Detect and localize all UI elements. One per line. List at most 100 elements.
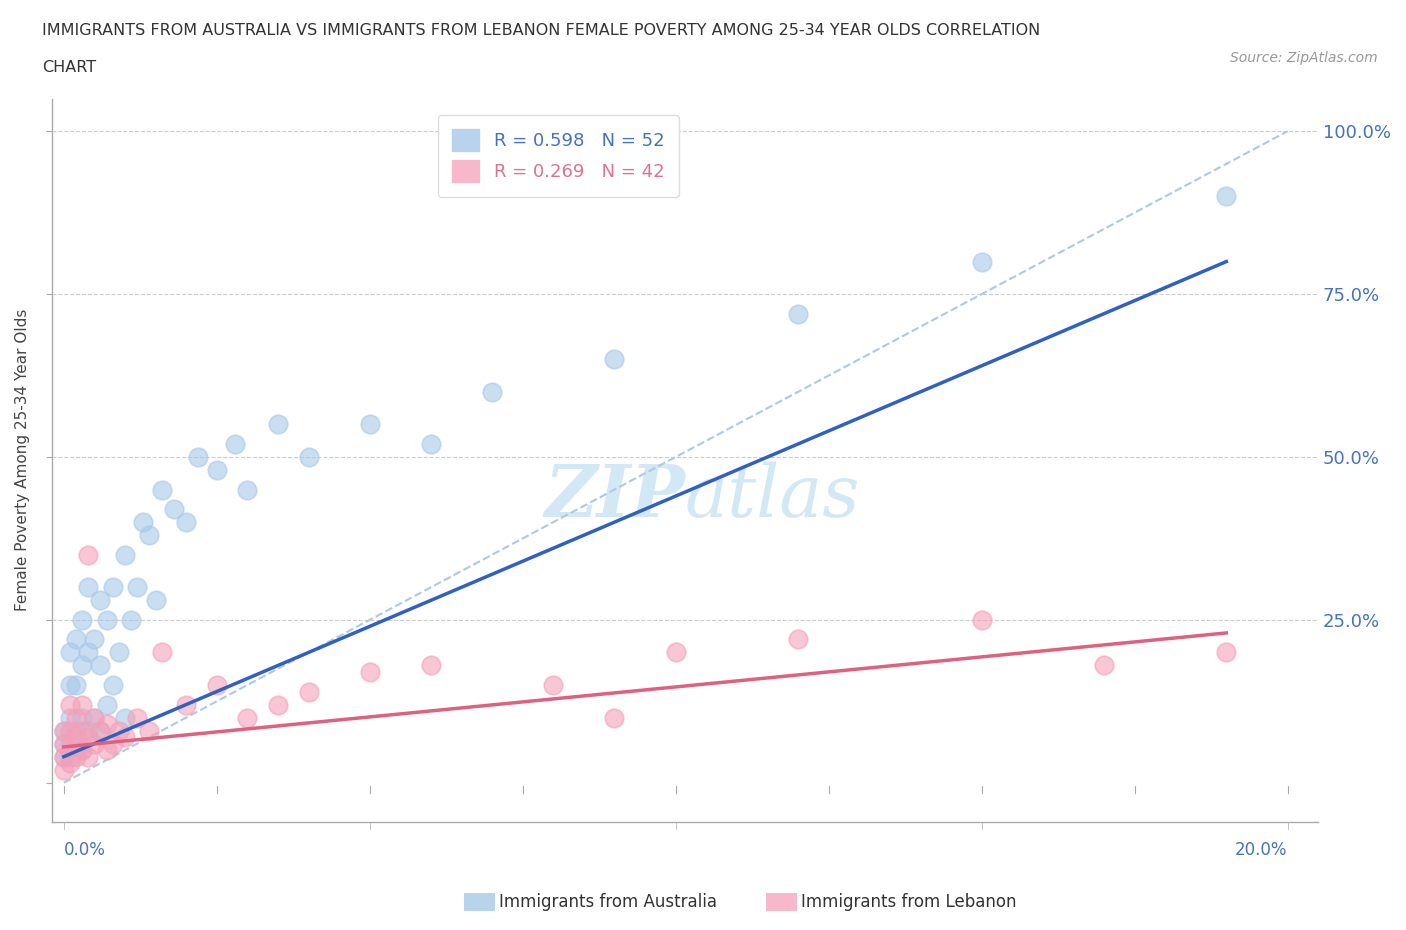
- Point: [65, 724, 87, 738]
- Text: 20.0%: 20.0%: [1234, 842, 1288, 859]
- Point: [603, 352, 626, 366]
- Point: [419, 436, 441, 451]
- Point: [59, 678, 82, 693]
- Point: [65, 750, 87, 764]
- Point: [138, 724, 160, 738]
- Point: [150, 645, 173, 660]
- Point: [70, 743, 93, 758]
- Point: [101, 678, 124, 693]
- Point: [297, 449, 319, 464]
- Point: [224, 436, 246, 451]
- Point: [77, 645, 100, 660]
- Point: [96, 717, 118, 732]
- Point: [65, 632, 87, 647]
- Text: Immigrants from Lebanon: Immigrants from Lebanon: [801, 893, 1017, 911]
- Point: [267, 417, 290, 432]
- Point: [787, 306, 810, 321]
- Point: [89, 724, 111, 738]
- Point: [89, 724, 111, 738]
- Point: [603, 711, 626, 725]
- Point: [96, 743, 118, 758]
- Point: [114, 730, 136, 745]
- Point: [59, 724, 82, 738]
- Point: [1215, 645, 1237, 660]
- Point: [96, 613, 118, 628]
- Point: [138, 527, 160, 542]
- Y-axis label: Female Poverty Among 25-34 Year Olds: Female Poverty Among 25-34 Year Olds: [15, 309, 30, 611]
- Point: [89, 658, 111, 673]
- Point: [127, 580, 149, 595]
- Point: [145, 593, 167, 608]
- Point: [108, 724, 131, 738]
- Point: [114, 711, 136, 725]
- Text: CHART: CHART: [42, 60, 96, 75]
- Point: [174, 514, 197, 529]
- Point: [59, 698, 82, 712]
- Point: [70, 724, 93, 738]
- Point: [52, 763, 75, 777]
- Point: [59, 756, 82, 771]
- Text: Immigrants from Australia: Immigrants from Australia: [499, 893, 717, 911]
- Point: [359, 665, 381, 680]
- Point: [52, 750, 75, 764]
- Point: [127, 711, 149, 725]
- Point: [187, 449, 209, 464]
- Point: [205, 678, 228, 693]
- Point: [77, 580, 100, 595]
- Point: [65, 730, 87, 745]
- Point: [1215, 189, 1237, 204]
- Text: IMMIGRANTS FROM AUSTRALIA VS IMMIGRANTS FROM LEBANON FEMALE POVERTY AMONG 25-34 : IMMIGRANTS FROM AUSTRALIA VS IMMIGRANTS …: [42, 23, 1040, 38]
- Point: [70, 743, 93, 758]
- Point: [77, 724, 100, 738]
- Point: [1092, 658, 1115, 673]
- Point: [359, 417, 381, 432]
- Point: [52, 750, 75, 764]
- Point: [65, 678, 87, 693]
- Point: [70, 711, 93, 725]
- Point: [70, 698, 93, 712]
- Point: [96, 698, 118, 712]
- Legend: R = 0.598   N = 52, R = 0.269   N = 42: R = 0.598 N = 52, R = 0.269 N = 42: [437, 115, 679, 197]
- Point: [205, 462, 228, 477]
- Point: [236, 711, 259, 725]
- Point: [419, 658, 441, 673]
- Point: [70, 613, 93, 628]
- Point: [120, 613, 142, 628]
- Point: [59, 645, 82, 660]
- Point: [970, 613, 993, 628]
- Point: [101, 737, 124, 751]
- Point: [132, 514, 155, 529]
- Text: Source: ZipAtlas.com: Source: ZipAtlas.com: [1230, 51, 1378, 65]
- Point: [70, 658, 93, 673]
- Point: [83, 632, 105, 647]
- Point: [83, 737, 105, 751]
- Point: [114, 547, 136, 562]
- Point: [52, 724, 75, 738]
- Point: [52, 724, 75, 738]
- Point: [77, 730, 100, 745]
- Text: ZIP: ZIP: [544, 461, 685, 532]
- Point: [59, 743, 82, 758]
- Point: [65, 743, 87, 758]
- Point: [59, 737, 82, 751]
- Point: [481, 384, 503, 399]
- Point: [52, 737, 75, 751]
- Point: [52, 737, 75, 751]
- Point: [174, 698, 197, 712]
- Point: [297, 684, 319, 699]
- Point: [665, 645, 688, 660]
- Point: [77, 547, 100, 562]
- Text: atlas: atlas: [685, 461, 860, 532]
- Point: [65, 711, 87, 725]
- Point: [267, 698, 290, 712]
- Point: [150, 482, 173, 497]
- Point: [83, 711, 105, 725]
- Point: [59, 750, 82, 764]
- Point: [970, 254, 993, 269]
- Point: [163, 501, 186, 516]
- Point: [787, 632, 810, 647]
- Point: [77, 750, 100, 764]
- Point: [83, 711, 105, 725]
- Point: [101, 580, 124, 595]
- Point: [543, 678, 565, 693]
